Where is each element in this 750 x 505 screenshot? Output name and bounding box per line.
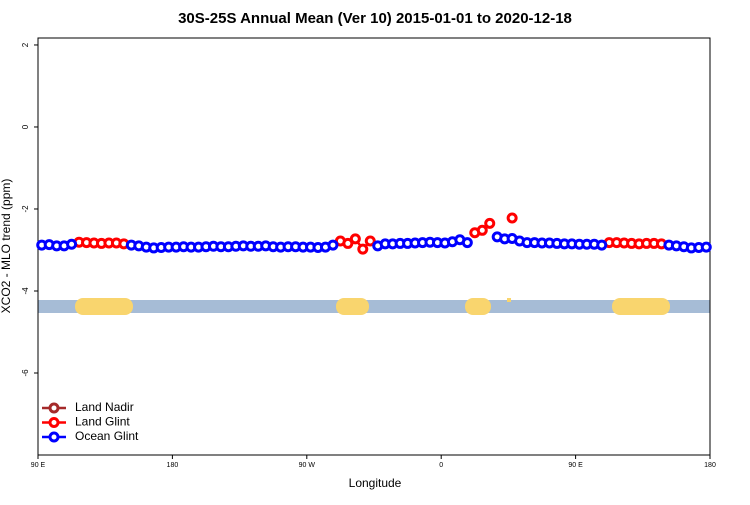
x-tick-label: 90 E [568, 462, 583, 469]
x-tick-label: 180 [704, 462, 716, 469]
data-point [327, 239, 339, 251]
y-tick-label: -2 [21, 205, 30, 213]
x-tick-label: 0 [439, 462, 443, 469]
legend-label: Land Glint [75, 415, 130, 429]
land-blob [75, 298, 133, 315]
land-blob [507, 298, 511, 302]
data-point [596, 239, 608, 251]
legend-label: Land Nadir [75, 400, 134, 414]
x-tick-label: 90 W [299, 462, 316, 469]
y-tick-label: 2 [21, 42, 30, 47]
land-mask-band [38, 298, 710, 315]
data-point [461, 237, 473, 249]
data-point [349, 233, 361, 245]
y-axis-label: XCO2 - MLO trend (ppm) [0, 179, 13, 314]
land-blob [336, 298, 369, 315]
ocean-band [38, 300, 710, 313]
y-tick-label: -4 [21, 287, 30, 295]
data-point [484, 217, 496, 229]
land-blob [465, 298, 491, 315]
y-tick-label: 0 [21, 124, 30, 129]
x-tick-label: 90 E [31, 462, 46, 469]
chart-title: 30S-25S Annual Mean (Ver 10) 2015-01-01 … [178, 10, 572, 27]
x-tick-label: 180 [167, 462, 179, 469]
data-point [506, 212, 518, 224]
data-point [342, 237, 354, 249]
data-point [700, 241, 712, 253]
data-point [357, 243, 369, 255]
data-point [364, 235, 376, 247]
x-axis-label: Longitude [349, 476, 402, 490]
data-point [66, 238, 78, 250]
y-tick-label: -6 [21, 369, 30, 377]
legend-marker [48, 431, 60, 443]
legend-marker [48, 417, 60, 428]
data-point [476, 224, 488, 236]
land-blob [612, 298, 670, 315]
legend-marker [48, 402, 60, 414]
legend-label: Ocean Glint [75, 429, 139, 443]
